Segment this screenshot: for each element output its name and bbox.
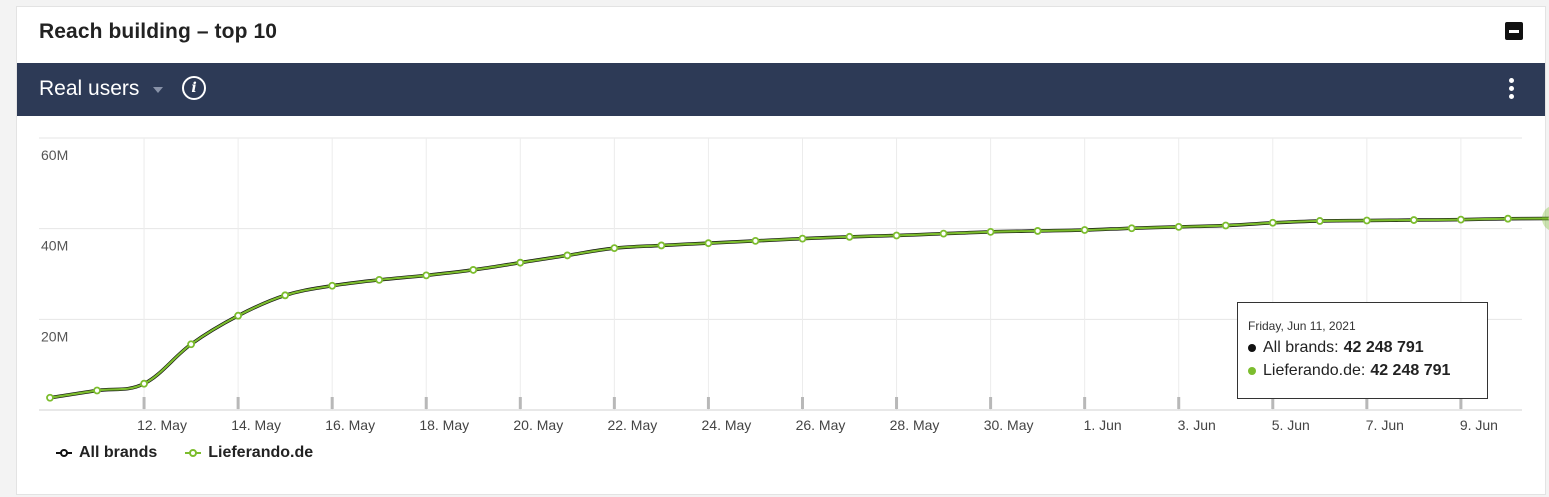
chart-toolbar: Real users i: [17, 63, 1545, 116]
tooltip-row-all-brands: All brands: 42 248 791: [1248, 339, 1477, 357]
tooltip-dot-lieferando: [1248, 367, 1256, 375]
caret-down-icon: [153, 87, 164, 93]
tooltip-date: Friday, Jun 11, 2021: [1248, 319, 1356, 333]
reach-building-card: Reach building – top 10 Real users i: [16, 6, 1546, 495]
legend-swatch-lieferando: [185, 449, 202, 457]
tooltip-value-all-brands: 42 248 791: [1343, 339, 1424, 356]
card-title: Reach building – top 10: [39, 20, 277, 43]
legend-item-all-brands[interactable]: All brands: [56, 444, 157, 462]
metric-dropdown[interactable]: Real users: [39, 77, 164, 101]
collapse-icon[interactable]: [1505, 22, 1523, 40]
chart-legend: All brands Lieferando.de: [56, 444, 313, 462]
card-header: Reach building – top 10: [17, 7, 1545, 63]
legend-swatch-all-brands: [56, 449, 72, 457]
metric-dropdown-label: Real users: [39, 77, 140, 100]
tooltip-label-all-brands: All brands:: [1263, 339, 1339, 356]
legend-label-all-brands: All brands: [79, 444, 158, 461]
kebab-vertical-icon[interactable]: [1509, 78, 1515, 102]
info-icon[interactable]: i: [182, 76, 206, 100]
chart-tooltip: Friday, Jun 11, 2021 All brands: 42 248 …: [1237, 302, 1488, 399]
legend-label-lieferando: Lieferando.de: [208, 444, 314, 461]
tooltip-dot-all-brands: [1248, 344, 1256, 352]
tooltip-label-lieferando: Lieferando.de:: [1263, 362, 1366, 379]
tooltip-row-lieferando: Lieferando.de: 42 248 791: [1248, 362, 1477, 380]
legend-item-lieferando[interactable]: Lieferando.de: [185, 444, 313, 462]
tooltip-value-lieferando: 42 248 791: [1370, 362, 1451, 379]
